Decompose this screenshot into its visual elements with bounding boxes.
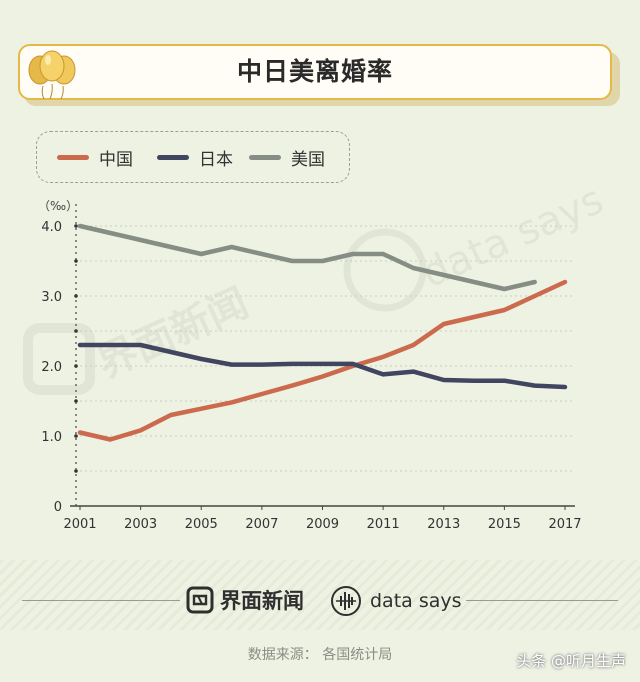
chart-watermark: 界面新闻 data says [23,190,610,395]
x-tick-label: 2007 [245,517,278,532]
legend-item-japan: 日本 [157,132,233,182]
title-banner: 中日美离婚率 [18,44,620,106]
x-tick-label: 2015 [488,517,521,532]
y-tick-dot [74,469,78,473]
axes: 0 1.0 2.0 3.0 4.0 2001 2003 2005 2007 2009 2011 201… [41,204,582,532]
x-tick-label: 2017 [548,517,581,532]
y-tick-dot [74,434,78,438]
y-tick-dot [74,224,78,228]
title-box: 中日美离婚率 [18,44,612,100]
legend: 中国 日本 美国 [36,131,350,183]
y-tick-dot [74,259,78,263]
legend-item-usa: 美国 [249,132,325,182]
legend-swatch-japan [157,154,189,160]
y-tick-label: 0 [54,500,62,515]
jiemian-logo-icon [186,586,214,614]
footer-rule-left [22,600,180,601]
series-lines [77,223,568,442]
svg-text:data says: data says [415,190,610,297]
legend-swatch-china [57,154,89,160]
y-tick-label: 2.0 [41,360,62,375]
brand-datasays: data says [330,585,462,617]
x-tick-label: 2005 [185,517,218,532]
line-chart: 界面新闻 data says 0 1.0 2.0 3.0 4.0 2001 2003 2005… [23,190,610,532]
series-line-japan [77,342,568,390]
x-tick-label: 2013 [427,517,460,532]
footer-rule-right [466,600,618,601]
brand-jiemian: 界面新闻 [186,585,304,615]
footer-band [0,560,640,630]
data-source: 数据来源： 各国统计局 [247,647,393,663]
datasays-logo-icon [331,586,361,616]
legend-item-china: 中国 [57,132,133,182]
watermark: 头条 @听月生声 [516,652,626,670]
series-line-china [77,279,568,442]
x-tick-label: 2009 [306,517,339,532]
y-tick-dot [74,399,78,403]
x-tick-label: 2001 [63,517,96,532]
legend-label-usa: 美国 [291,149,325,170]
y-tick-label: 4.0 [41,220,62,235]
y-tick-label: 1.0 [41,430,62,445]
legend-label-china: 中国 [99,149,133,170]
x-tick-label: 2011 [367,517,400,532]
series-line-usa [77,223,537,292]
legend-swatch-usa [249,154,281,160]
y-tick-label: 3.0 [41,290,62,305]
brand-jiemian-label: 界面新闻 [220,589,304,613]
chart-title: 中日美离婚率 [236,57,393,86]
y-unit-label: （‰） [38,199,78,213]
legend-label-japan: 日本 [199,149,233,170]
brand-datasays-label: data says [370,590,462,612]
x-tick-label: 2003 [124,517,157,532]
balloons-icon [28,50,76,100]
